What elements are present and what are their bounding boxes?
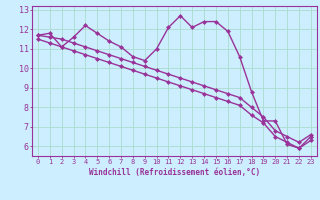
X-axis label: Windchill (Refroidissement éolien,°C): Windchill (Refroidissement éolien,°C) — [89, 168, 260, 177]
